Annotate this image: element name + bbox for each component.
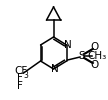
Text: CF: CF [14, 66, 27, 76]
Text: N: N [51, 64, 58, 74]
Text: 3: 3 [23, 70, 28, 80]
Text: S: S [78, 51, 85, 61]
Text: F: F [17, 73, 22, 83]
Text: CH₃: CH₃ [87, 51, 106, 61]
Text: N: N [64, 40, 71, 50]
Text: O: O [90, 60, 99, 70]
Text: F: F [17, 81, 22, 91]
Text: O: O [90, 42, 99, 52]
